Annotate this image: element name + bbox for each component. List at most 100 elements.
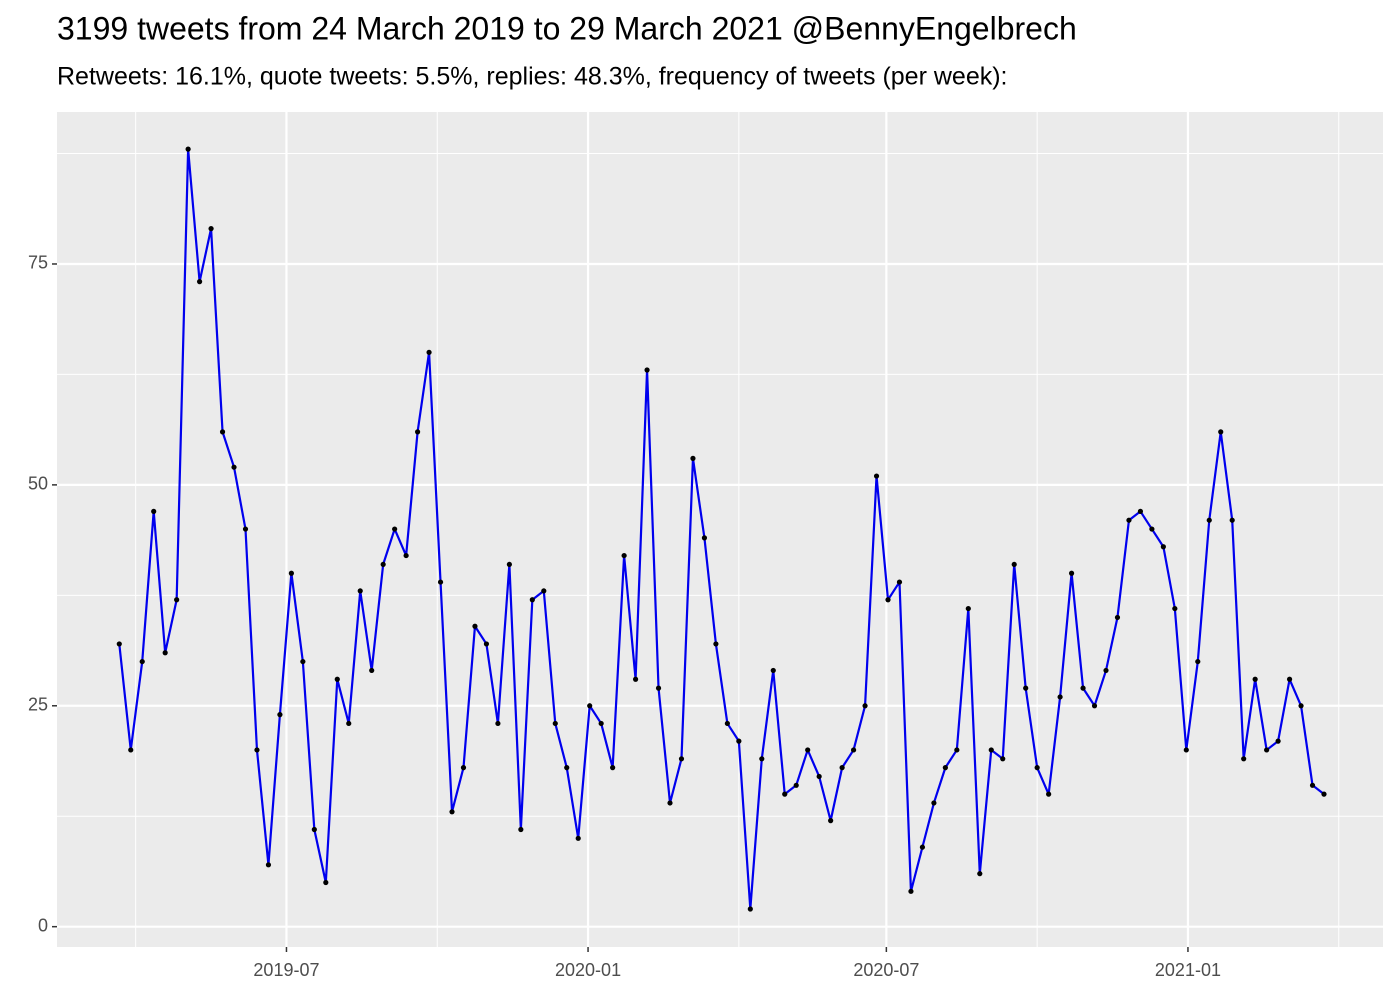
point [116,641,122,647]
point [965,605,971,612]
point [1241,756,1247,762]
x-tick-label: 2020-07 [853,960,919,980]
point [219,429,226,435]
point [828,818,834,824]
point [495,720,501,727]
point [644,367,650,373]
point [323,879,329,886]
point [724,720,730,727]
point [1264,747,1270,753]
point [575,835,581,841]
y-tick-label: 75 [28,253,48,273]
point [782,791,788,797]
point [334,676,340,682]
point [655,685,662,691]
point [908,888,914,894]
point [518,826,524,833]
point [277,712,283,718]
point [162,650,168,656]
point [1160,544,1166,550]
point [954,747,960,753]
point [1046,791,1052,797]
point [1298,703,1304,709]
point [437,579,444,585]
point [426,349,432,355]
point [174,597,180,603]
point [254,747,260,753]
point [300,658,306,665]
line [118,148,1325,911]
point [598,720,604,727]
point [346,720,352,727]
point [380,561,386,568]
point [701,535,708,541]
y-tick-label: 25 [28,695,48,715]
point [403,552,409,559]
point [839,765,845,771]
point [1011,561,1017,568]
point [793,782,799,788]
point [1206,517,1212,523]
chart-subtitle: Retweets: 16.1%, quote tweets: 5.5%, rep… [57,63,1008,91]
point [472,623,478,629]
point [311,826,317,833]
point [506,561,512,568]
point [850,747,857,753]
point [862,703,868,709]
y-tick-label: 0 [38,915,48,935]
point [564,765,570,771]
point [1034,765,1040,771]
point [1218,429,1224,435]
point [1149,526,1155,532]
point [931,800,937,806]
point [1114,614,1121,621]
point [1309,782,1316,788]
point [747,906,753,912]
x-tick-label: 2021-01 [1155,960,1221,980]
point [392,526,398,532]
point [449,809,455,815]
point [1068,570,1075,576]
point [1321,791,1327,797]
point [552,720,558,727]
point [1126,517,1132,523]
point [128,747,134,753]
point [977,871,983,877]
point [460,765,467,771]
point [1137,508,1144,514]
point [873,473,880,479]
point [610,765,616,771]
point [369,667,375,674]
point [896,579,903,585]
y-tick-label: 50 [28,474,48,494]
panel [57,112,1383,947]
point [1183,747,1189,753]
point [770,667,776,674]
point [414,429,421,435]
point [541,588,547,594]
point [1229,517,1235,523]
point [483,641,490,647]
point [1275,738,1281,744]
point [942,765,948,771]
point [1103,667,1109,674]
point [816,773,822,780]
point [357,588,363,594]
point [231,464,237,470]
point [242,526,249,532]
point [1091,703,1098,709]
point [1057,694,1063,700]
point [185,146,191,152]
point [288,570,294,576]
point [151,508,157,514]
point [713,641,719,647]
point [805,747,811,753]
x-tick-label: 2020-01 [555,960,621,980]
point [208,226,214,232]
point [632,676,639,682]
point [759,756,765,762]
point [919,844,926,850]
point [1252,676,1258,682]
